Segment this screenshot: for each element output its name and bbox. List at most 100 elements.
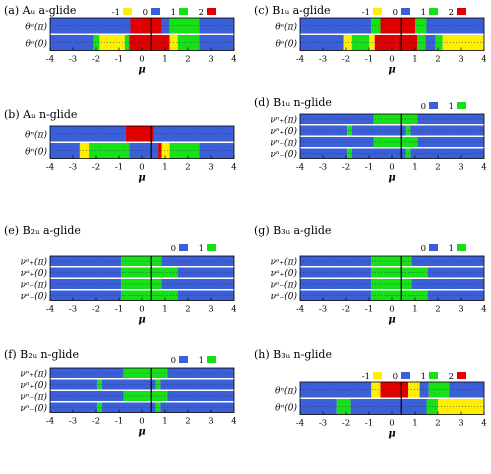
heatmap-row: νⁿ₊(π): [270, 114, 484, 126]
x-axis-label: μ: [388, 65, 395, 76]
panel-title: (b) Aᵤ n-glide: [4, 108, 77, 121]
x-tick-label: -1: [115, 55, 123, 65]
heatmap-cell: [300, 279, 372, 289]
heatmap-cell: [350, 399, 427, 415]
x-tick-label: -1: [365, 163, 373, 173]
heatmap-cell: [50, 256, 122, 266]
heatmap-row: θⁿ(π): [25, 126, 234, 142]
x-tick-label: 3: [458, 55, 463, 65]
legend-label: 0: [171, 244, 176, 254]
legend-label: 1: [171, 8, 176, 18]
x-axis-label: μ: [138, 173, 145, 184]
x-tick-label: -2: [342, 305, 350, 315]
heatmap-row: θᵃ(0): [25, 35, 234, 51]
row-label: νᵃ₊(π): [270, 257, 297, 268]
x-tick-label: 4: [481, 419, 486, 429]
x-tick-label: -4: [296, 419, 304, 429]
heatmap-row: νⁿ₊(π): [20, 368, 234, 380]
x-tick-label: -4: [46, 417, 54, 427]
legend-label: 0: [143, 8, 148, 18]
row-label: νᵃ₋(π): [270, 280, 297, 291]
row-label: νᵃ₊(0): [21, 268, 48, 279]
chart-panel-h: (h) B₃ᵤ n-glide -1 0 1 2 θⁿ(π) θⁿ(0) -4 -3 -2 -1 0 1…: [254, 348, 487, 440]
x-tick-label: 4: [231, 417, 236, 427]
x-tick-label: 1: [412, 163, 417, 173]
legend-swatch: [151, 8, 160, 15]
x-tick-label: -3: [69, 163, 77, 173]
legend-swatch: [457, 8, 466, 15]
heatmap-row: θⁿ(0): [25, 143, 234, 159]
x-tick-label: -3: [69, 417, 77, 427]
x-tick-label: -3: [319, 55, 327, 65]
x-tick-label: -3: [319, 163, 327, 173]
heatmap-cell: [93, 35, 100, 51]
heatmap-cell: [371, 256, 412, 266]
chart-panel-d: (d) B₁ᵤ n-glide 0 1νⁿ₊(π)νⁿ₊(0)νⁿ₋(π)νⁿ₋(0…: [254, 96, 487, 184]
heatmap-row: νⁿ₋(π): [20, 391, 234, 403]
row-label: θᵃ(π): [275, 21, 297, 32]
x-tick-label: 3: [208, 55, 213, 65]
x-tick-label: -2: [342, 419, 350, 429]
legend-swatch: [179, 356, 188, 363]
heatmap-row: θᵃ(π): [275, 18, 484, 34]
heatmap-cell: [161, 143, 170, 159]
x-tick-label: 2: [435, 419, 440, 429]
legend-label: 0: [421, 102, 426, 112]
x-tick-label: -4: [296, 305, 304, 315]
x-tick-label: -1: [115, 417, 123, 427]
row-label: θⁿ(π): [275, 385, 297, 396]
legend-label: 1: [421, 8, 426, 18]
heatmap-cell: [300, 267, 372, 278]
legend-swatch: [429, 102, 438, 109]
heatmap-row: νᵃ₊(0): [271, 267, 484, 279]
x-tick-label: 0: [139, 163, 144, 173]
heatmap-cell: [347, 148, 352, 159]
x-tick-label: -3: [319, 419, 327, 429]
x-tick-label: 3: [458, 163, 463, 173]
x-axis-label: μ: [138, 65, 145, 76]
heatmap-cell: [121, 279, 162, 289]
heatmap-cell: [300, 290, 372, 301]
x-tick-label: 0: [389, 163, 394, 173]
heatmap-cell: [169, 18, 200, 34]
x-tick-label: 4: [481, 305, 486, 315]
heatmap-cell: [428, 382, 450, 398]
legend-swatch: [457, 102, 466, 109]
legend-label: 2: [449, 8, 454, 18]
legend-swatch: [457, 244, 466, 251]
legend-label: 2: [449, 372, 454, 382]
legend-swatch: [179, 244, 188, 251]
x-tick-label: 4: [231, 163, 236, 173]
legend: -1 0 1 2: [112, 8, 216, 18]
row-label: νⁿ₊(0): [270, 126, 297, 137]
heatmap-cell: [89, 143, 130, 159]
heatmap-row: θⁿ(π): [275, 382, 484, 398]
x-tick-label: -1: [115, 163, 123, 173]
legend-swatch: [373, 372, 382, 379]
x-tick-label: 4: [231, 305, 236, 315]
x-tick-label: 2: [185, 55, 190, 65]
x-tick-label: 4: [481, 163, 486, 173]
x-tick-label: -1: [365, 55, 373, 65]
heatmap-row: νⁿ₋(0): [270, 148, 484, 160]
heatmap-row: νⁿ₊(0): [20, 379, 234, 391]
heatmap-cell: [121, 256, 162, 266]
panel-title: (f) B₂ᵤ n-glide: [4, 348, 79, 361]
legend: -1 0 1 2: [362, 8, 466, 18]
x-tick-label: 0: [389, 305, 394, 315]
x-tick-label: -2: [92, 163, 100, 173]
legend-swatch: [207, 244, 216, 251]
heatmap-cell: [427, 267, 484, 278]
x-tick-label: -2: [92, 55, 100, 65]
heatmap-cell: [442, 35, 484, 51]
legend-label: 1: [449, 102, 454, 112]
row-label: θᵃ(0): [25, 38, 47, 49]
heatmap-row: θⁿ(0): [275, 399, 484, 415]
x-tick-label: 1: [412, 55, 417, 65]
x-tick-label: -2: [342, 163, 350, 173]
heatmap-cell: [124, 35, 130, 51]
legend-swatch: [429, 8, 438, 15]
x-tick-label: -4: [296, 163, 304, 173]
heatmap-row: νᵃ₊(π): [20, 256, 234, 268]
